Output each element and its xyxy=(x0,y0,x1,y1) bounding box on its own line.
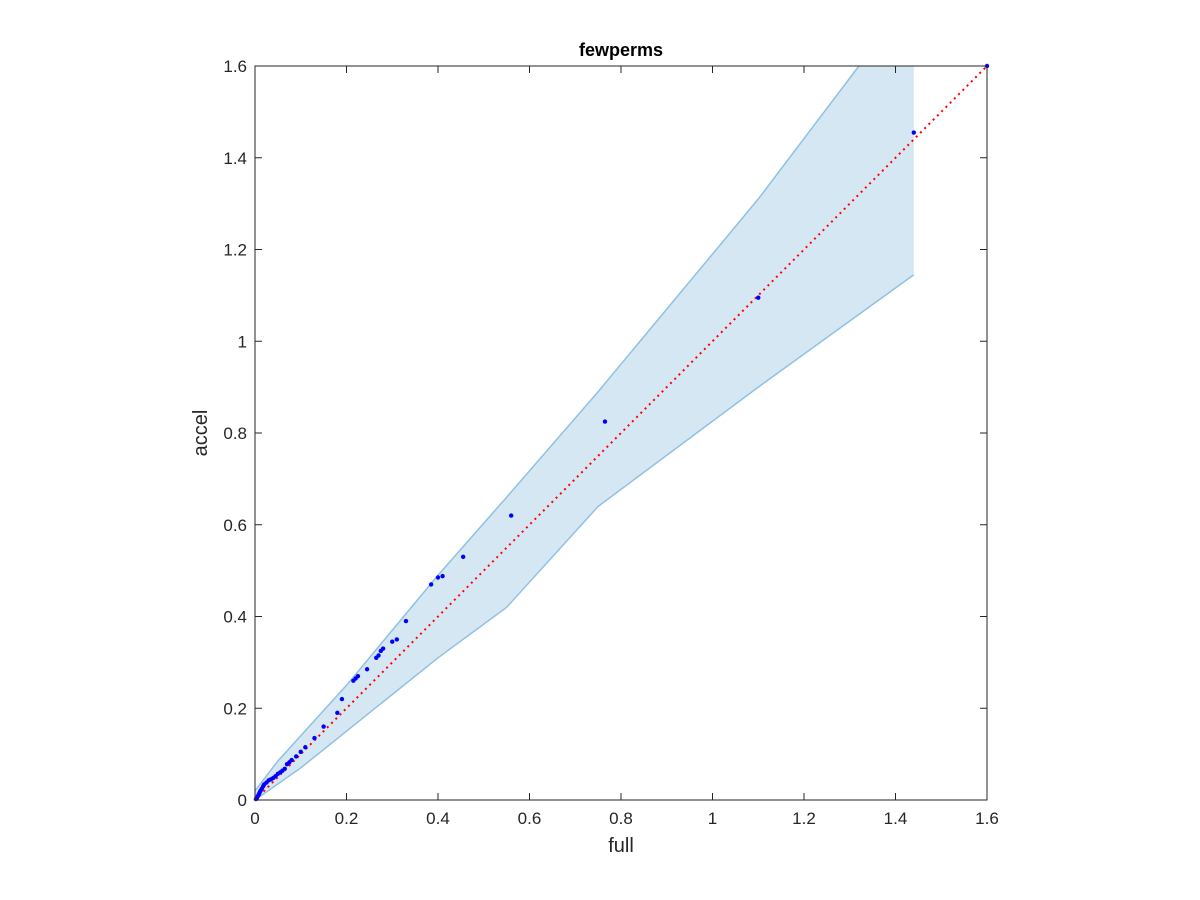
data-point xyxy=(460,554,466,560)
data-point xyxy=(303,745,308,750)
y-axis-label: accel xyxy=(190,410,212,457)
data-point xyxy=(364,667,370,672)
data-point xyxy=(602,419,608,424)
y-tick-label: 0.8 xyxy=(223,424,247,443)
y-tick-label: 1.2 xyxy=(223,241,247,260)
y-axis-ticks: 0 0.2 0.4 0.6 0.8 1 1.2 1.4 1.6 xyxy=(223,57,987,810)
x-axis-ticks: 0 0.2 0.4 0.6 0.8 1 1.2 1.4 1.6 xyxy=(250,66,999,828)
x-tick-label: 0 xyxy=(250,809,259,828)
x-tick-label: 0.4 xyxy=(426,809,450,828)
data-points-layer xyxy=(253,63,990,802)
x-tick-label: 1.6 xyxy=(975,809,999,828)
data-point xyxy=(376,653,381,658)
x-tick-label: 1.2 xyxy=(792,809,816,828)
confidence-band-upper-edge xyxy=(254,65,860,792)
data-point xyxy=(339,696,345,702)
data-point xyxy=(355,673,361,679)
data-point xyxy=(293,754,299,759)
data-point xyxy=(435,575,441,580)
x-axis-label: full xyxy=(608,835,634,857)
x-tick-label: 0.8 xyxy=(609,809,633,828)
y-tick-label: 0.6 xyxy=(223,516,247,535)
y-tick-label: 0 xyxy=(238,791,247,810)
data-point xyxy=(394,637,400,642)
data-point xyxy=(390,639,395,644)
x-tick-label: 1.4 xyxy=(884,809,908,828)
data-point xyxy=(321,724,326,729)
x-tick-label: 0.2 xyxy=(335,809,359,828)
data-point xyxy=(403,618,409,624)
y-tick-label: 1.4 xyxy=(223,149,247,168)
data-point xyxy=(380,646,386,651)
data-point xyxy=(282,766,287,772)
y-tick-label: 1 xyxy=(238,332,247,351)
confidence-band-layer xyxy=(254,65,915,801)
y-tick-label: 1.6 xyxy=(223,57,247,76)
confidence-band-fill xyxy=(255,66,914,800)
data-point xyxy=(335,710,340,716)
data-point xyxy=(289,757,294,763)
x-tick-label: 0.6 xyxy=(518,809,542,828)
x-tick-label: 1 xyxy=(708,809,717,828)
data-point xyxy=(428,582,434,587)
y-tick-label: 0.4 xyxy=(223,608,247,627)
data-point xyxy=(298,749,303,755)
data-point xyxy=(509,513,514,518)
confidence-band-lower-edge xyxy=(254,274,915,801)
data-point xyxy=(440,573,445,579)
y-tick-label: 0.2 xyxy=(223,699,247,718)
chart-title: fewperms xyxy=(579,40,663,60)
data-point xyxy=(312,735,317,741)
data-point xyxy=(911,130,916,135)
data-point xyxy=(756,295,761,300)
